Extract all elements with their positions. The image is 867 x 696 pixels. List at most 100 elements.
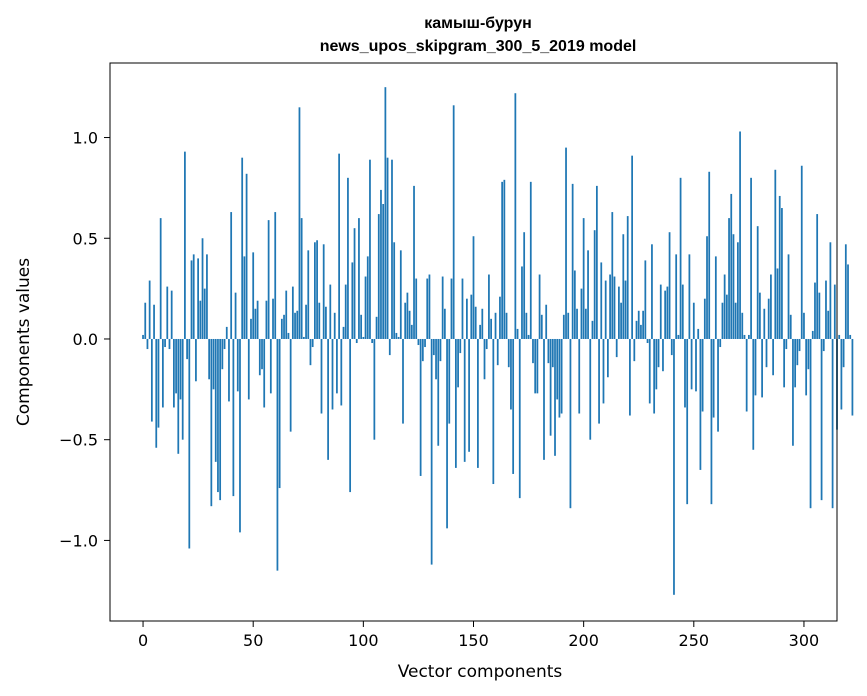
bar-263 bbox=[721, 302, 724, 339]
bar-318 bbox=[842, 338, 845, 368]
bar-108 bbox=[380, 189, 382, 339]
bar-146 bbox=[463, 338, 466, 462]
bar-233 bbox=[655, 338, 658, 390]
x-tick-label: 200 bbox=[568, 631, 599, 650]
bar-115 bbox=[395, 332, 398, 339]
bar-114 bbox=[393, 242, 396, 339]
bar-100 bbox=[362, 336, 365, 339]
bar-147 bbox=[466, 298, 468, 339]
bar-29 bbox=[206, 254, 208, 339]
bar-1 bbox=[144, 302, 147, 339]
bar-106 bbox=[375, 316, 378, 339]
bar-292 bbox=[785, 338, 788, 350]
bar-97 bbox=[355, 338, 358, 344]
bar-288 bbox=[776, 268, 779, 339]
bar-202 bbox=[587, 250, 589, 339]
bar-13 bbox=[170, 290, 173, 339]
bar-246 bbox=[684, 338, 686, 408]
bar-252 bbox=[697, 328, 700, 339]
bar-266 bbox=[728, 218, 730, 339]
bar-262 bbox=[719, 338, 722, 348]
bar-285 bbox=[770, 274, 772, 339]
bar-74 bbox=[305, 304, 307, 339]
bar-235 bbox=[659, 284, 662, 339]
bar-51 bbox=[254, 308, 257, 339]
bar-223 bbox=[633, 338, 636, 362]
bar-86 bbox=[331, 338, 334, 410]
bar-55 bbox=[263, 338, 266, 408]
bar-278 bbox=[754, 338, 757, 396]
bar-219 bbox=[624, 280, 627, 339]
bar-33 bbox=[214, 338, 217, 462]
bar-87 bbox=[333, 312, 336, 339]
bar-44 bbox=[239, 338, 241, 533]
bar-283 bbox=[765, 338, 768, 368]
bar-132 bbox=[432, 338, 435, 356]
bar-140 bbox=[450, 278, 453, 339]
bar-291 bbox=[783, 338, 786, 388]
bar-231 bbox=[651, 244, 653, 339]
bar-274 bbox=[745, 338, 748, 412]
bar-160 bbox=[494, 312, 497, 339]
bar-217 bbox=[620, 302, 622, 339]
bar-15 bbox=[175, 338, 177, 394]
bar-164 bbox=[503, 179, 506, 339]
bar-261 bbox=[717, 338, 719, 432]
bar-5 bbox=[153, 304, 155, 339]
bar-81 bbox=[320, 338, 323, 414]
chart-title-line1: камыш-бурун bbox=[424, 15, 532, 32]
bar-36 bbox=[221, 338, 224, 370]
bar-35 bbox=[219, 338, 222, 501]
bar-103 bbox=[369, 159, 371, 339]
bar-212 bbox=[609, 274, 611, 339]
bar-101 bbox=[364, 276, 367, 339]
chart-title-line2: news_upos_skipgram_300_5_2019 model bbox=[320, 38, 637, 55]
bar-222 bbox=[631, 155, 633, 339]
bar-71 bbox=[298, 107, 301, 339]
bar-91 bbox=[342, 326, 345, 339]
bar-23 bbox=[192, 254, 195, 339]
bar-250 bbox=[692, 302, 695, 339]
bar-230 bbox=[648, 338, 651, 404]
bar-123 bbox=[413, 185, 415, 339]
bar-57 bbox=[267, 220, 270, 339]
bar-6 bbox=[155, 338, 158, 448]
bar-253 bbox=[699, 338, 702, 470]
bar-134 bbox=[437, 338, 440, 446]
bar-242 bbox=[675, 254, 678, 339]
x-axis-ticks: 0 50 100 150 200 250 300 bbox=[138, 621, 819, 650]
bar-251 bbox=[695, 338, 697, 392]
bar-200 bbox=[582, 218, 585, 339]
bar-16 bbox=[177, 338, 180, 454]
bar-80 bbox=[318, 302, 321, 339]
bar-273 bbox=[743, 334, 746, 339]
bar-54 bbox=[261, 338, 263, 370]
bar-82 bbox=[322, 244, 325, 339]
bar-141 bbox=[452, 105, 455, 339]
bar-19 bbox=[184, 151, 186, 339]
bar-156 bbox=[485, 338, 488, 350]
bar-211 bbox=[607, 338, 609, 378]
bar-321 bbox=[849, 334, 852, 339]
bar-70 bbox=[296, 310, 299, 339]
bar-236 bbox=[662, 338, 664, 372]
bar-245 bbox=[681, 284, 684, 339]
bar-11 bbox=[166, 286, 169, 339]
bar-303 bbox=[809, 338, 812, 509]
bar-167 bbox=[510, 338, 512, 410]
bar-37 bbox=[223, 338, 226, 350]
bar-279 bbox=[756, 226, 759, 339]
bar-113 bbox=[391, 159, 393, 339]
bar-201 bbox=[584, 308, 587, 339]
bar-173 bbox=[523, 232, 526, 339]
bar-143 bbox=[457, 338, 459, 388]
bar-93 bbox=[347, 177, 349, 339]
bar-320 bbox=[847, 264, 849, 339]
bar-116 bbox=[397, 336, 400, 339]
bar-58 bbox=[269, 338, 272, 394]
bar-215 bbox=[615, 338, 618, 358]
bar-254 bbox=[701, 338, 704, 412]
bar-286 bbox=[772, 338, 774, 376]
bar-248 bbox=[688, 254, 691, 339]
